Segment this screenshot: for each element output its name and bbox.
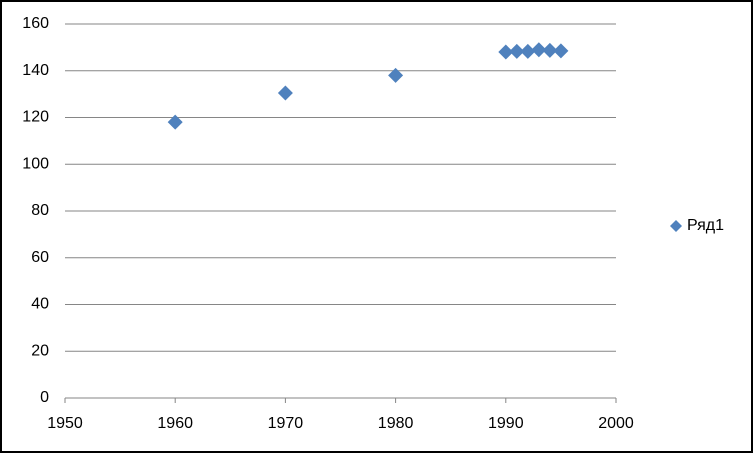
x-tick-label: 2000 xyxy=(598,415,634,432)
legend-label: Ряд1 xyxy=(687,217,724,234)
legend-marker xyxy=(670,220,682,232)
x-tick-label: 1990 xyxy=(488,415,524,432)
point xyxy=(520,43,536,59)
point xyxy=(553,43,569,59)
x-tick-label: 1970 xyxy=(268,415,304,432)
y-tick-label: 20 xyxy=(31,342,49,359)
point xyxy=(498,44,514,60)
point xyxy=(388,67,404,83)
point xyxy=(167,114,183,130)
point xyxy=(277,85,293,101)
y-tick-label: 80 xyxy=(31,202,49,219)
y-tick-label: 160 xyxy=(22,15,49,32)
y-tick-label: 60 xyxy=(31,249,49,266)
x-tick-label: 1980 xyxy=(378,415,414,432)
point xyxy=(542,42,558,58)
y-tick-label: 140 xyxy=(22,62,49,79)
x-tick-label: 1960 xyxy=(157,415,193,432)
y-tick-label: 40 xyxy=(31,296,49,313)
point xyxy=(531,42,547,58)
point xyxy=(509,43,525,59)
x-tick-label: 1950 xyxy=(47,415,83,432)
y-tick-label: 120 xyxy=(22,109,49,126)
y-tick-label: 0 xyxy=(40,389,49,406)
y-tick-label: 100 xyxy=(22,155,49,172)
